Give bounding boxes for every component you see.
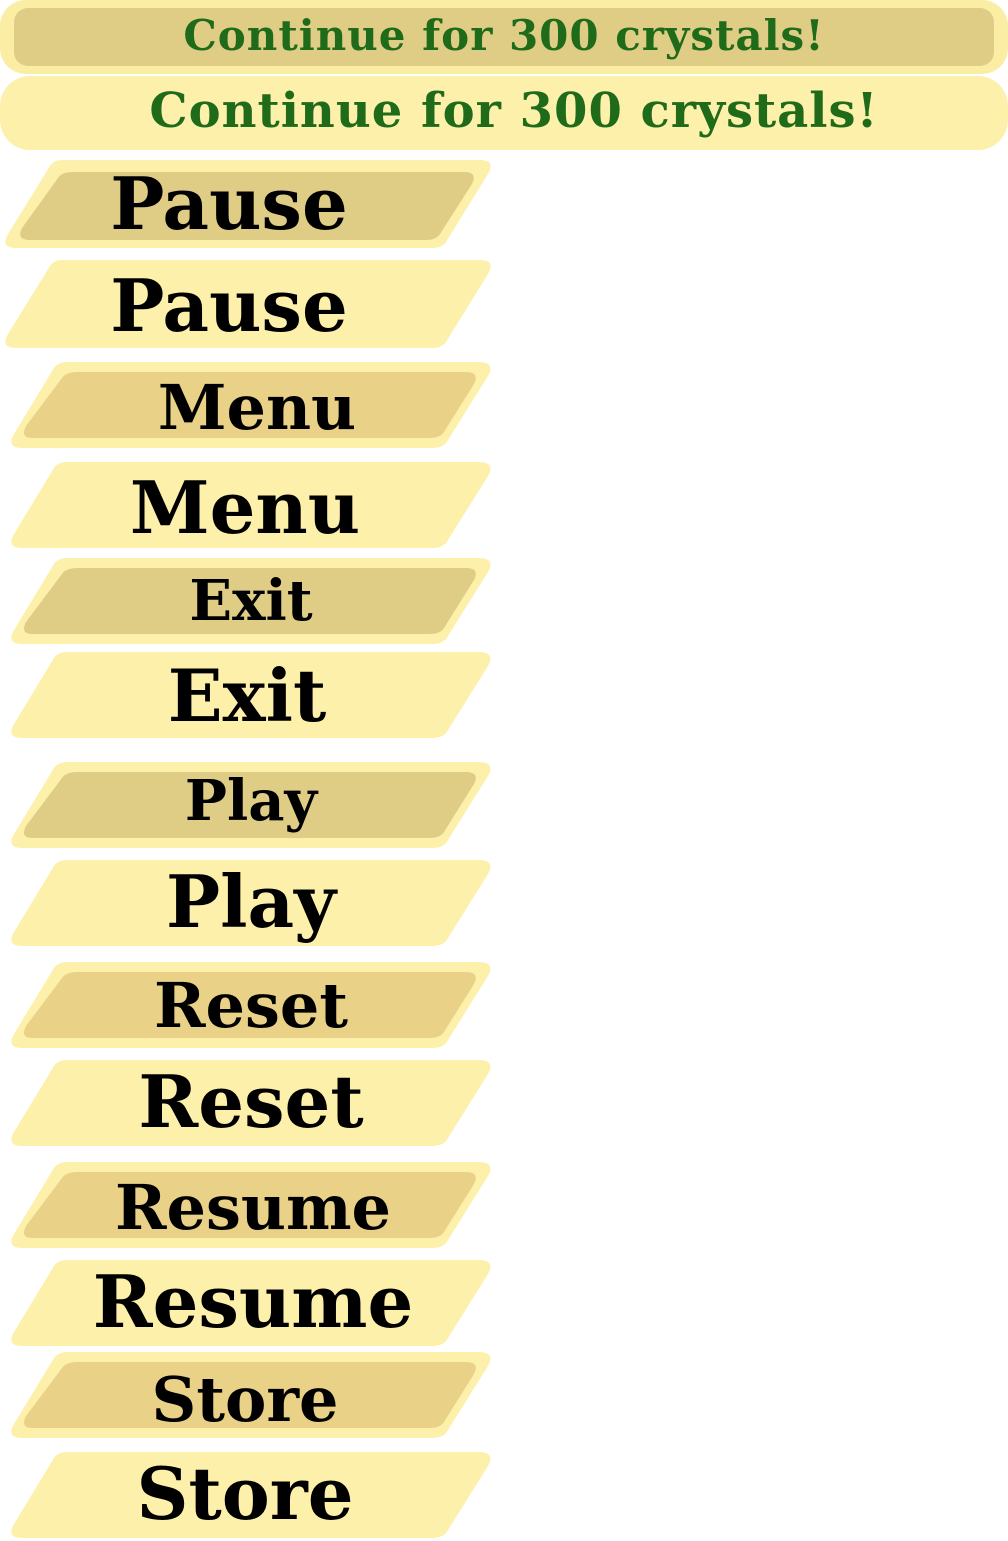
button-label: Store [136, 1450, 354, 1536]
button-label: Menu [129, 464, 361, 550]
banner-inner-plate [14, 8, 994, 66]
button-plate [11, 558, 491, 644]
continue-label: Continue for 300 crystals! [149, 83, 879, 139]
button-plate [11, 1260, 491, 1346]
button-label: Pause [110, 262, 348, 348]
button-plate [11, 860, 491, 946]
button-label: Resume [114, 1170, 391, 1244]
button-plate [11, 362, 491, 448]
reset-button[interactable]: Reset [8, 1058, 498, 1148]
resume-button-pressed[interactable]: Resume [8, 1160, 498, 1250]
reset-button-pressed[interactable]: Reset [8, 960, 498, 1050]
button-plate [11, 762, 491, 848]
play-button[interactable]: Play [8, 858, 498, 948]
pause-button[interactable]: Pause [2, 258, 492, 348]
button-plate [5, 160, 491, 248]
play-button-pressed[interactable]: Play [8, 760, 498, 850]
exit-button[interactable]: Exit [8, 650, 498, 740]
button-label: Reset [154, 968, 348, 1042]
button-label: Exit [189, 568, 313, 634]
resume-button[interactable]: Resume [8, 1258, 498, 1348]
store-button[interactable]: Store [8, 1450, 498, 1540]
button-label: Resume [92, 1258, 414, 1344]
button-label: Reset [138, 1058, 364, 1144]
button-plate [11, 1352, 491, 1438]
button-plate [11, 462, 491, 548]
menu-button-pressed[interactable]: Menu [8, 360, 498, 450]
button-label: Store [151, 1362, 339, 1436]
continue-banner-pressed[interactable]: Continue for 300 crystals! [0, 0, 1008, 74]
button-plate [11, 1060, 491, 1146]
button-plate [11, 962, 491, 1048]
continue-label-pressed: Continue for 300 crystals! [183, 10, 825, 60]
menu-button[interactable]: Menu [8, 460, 498, 550]
button-label: Exit [167, 652, 327, 738]
store-button-pressed[interactable]: Store [8, 1350, 498, 1440]
exit-button-pressed[interactable]: Exit [8, 556, 498, 646]
button-label: Play [166, 858, 336, 944]
button-plate [11, 1162, 491, 1248]
button-label: Play [184, 768, 318, 834]
continue-banner[interactable]: Continue for 300 crystals! [0, 76, 1008, 150]
button-plate [5, 260, 491, 348]
button-plate [11, 652, 491, 738]
button-plate [11, 1452, 491, 1538]
pause-button-pressed[interactable]: Pause [2, 158, 492, 248]
button-label: Pause [110, 160, 348, 246]
button-label: Menu [157, 370, 357, 444]
